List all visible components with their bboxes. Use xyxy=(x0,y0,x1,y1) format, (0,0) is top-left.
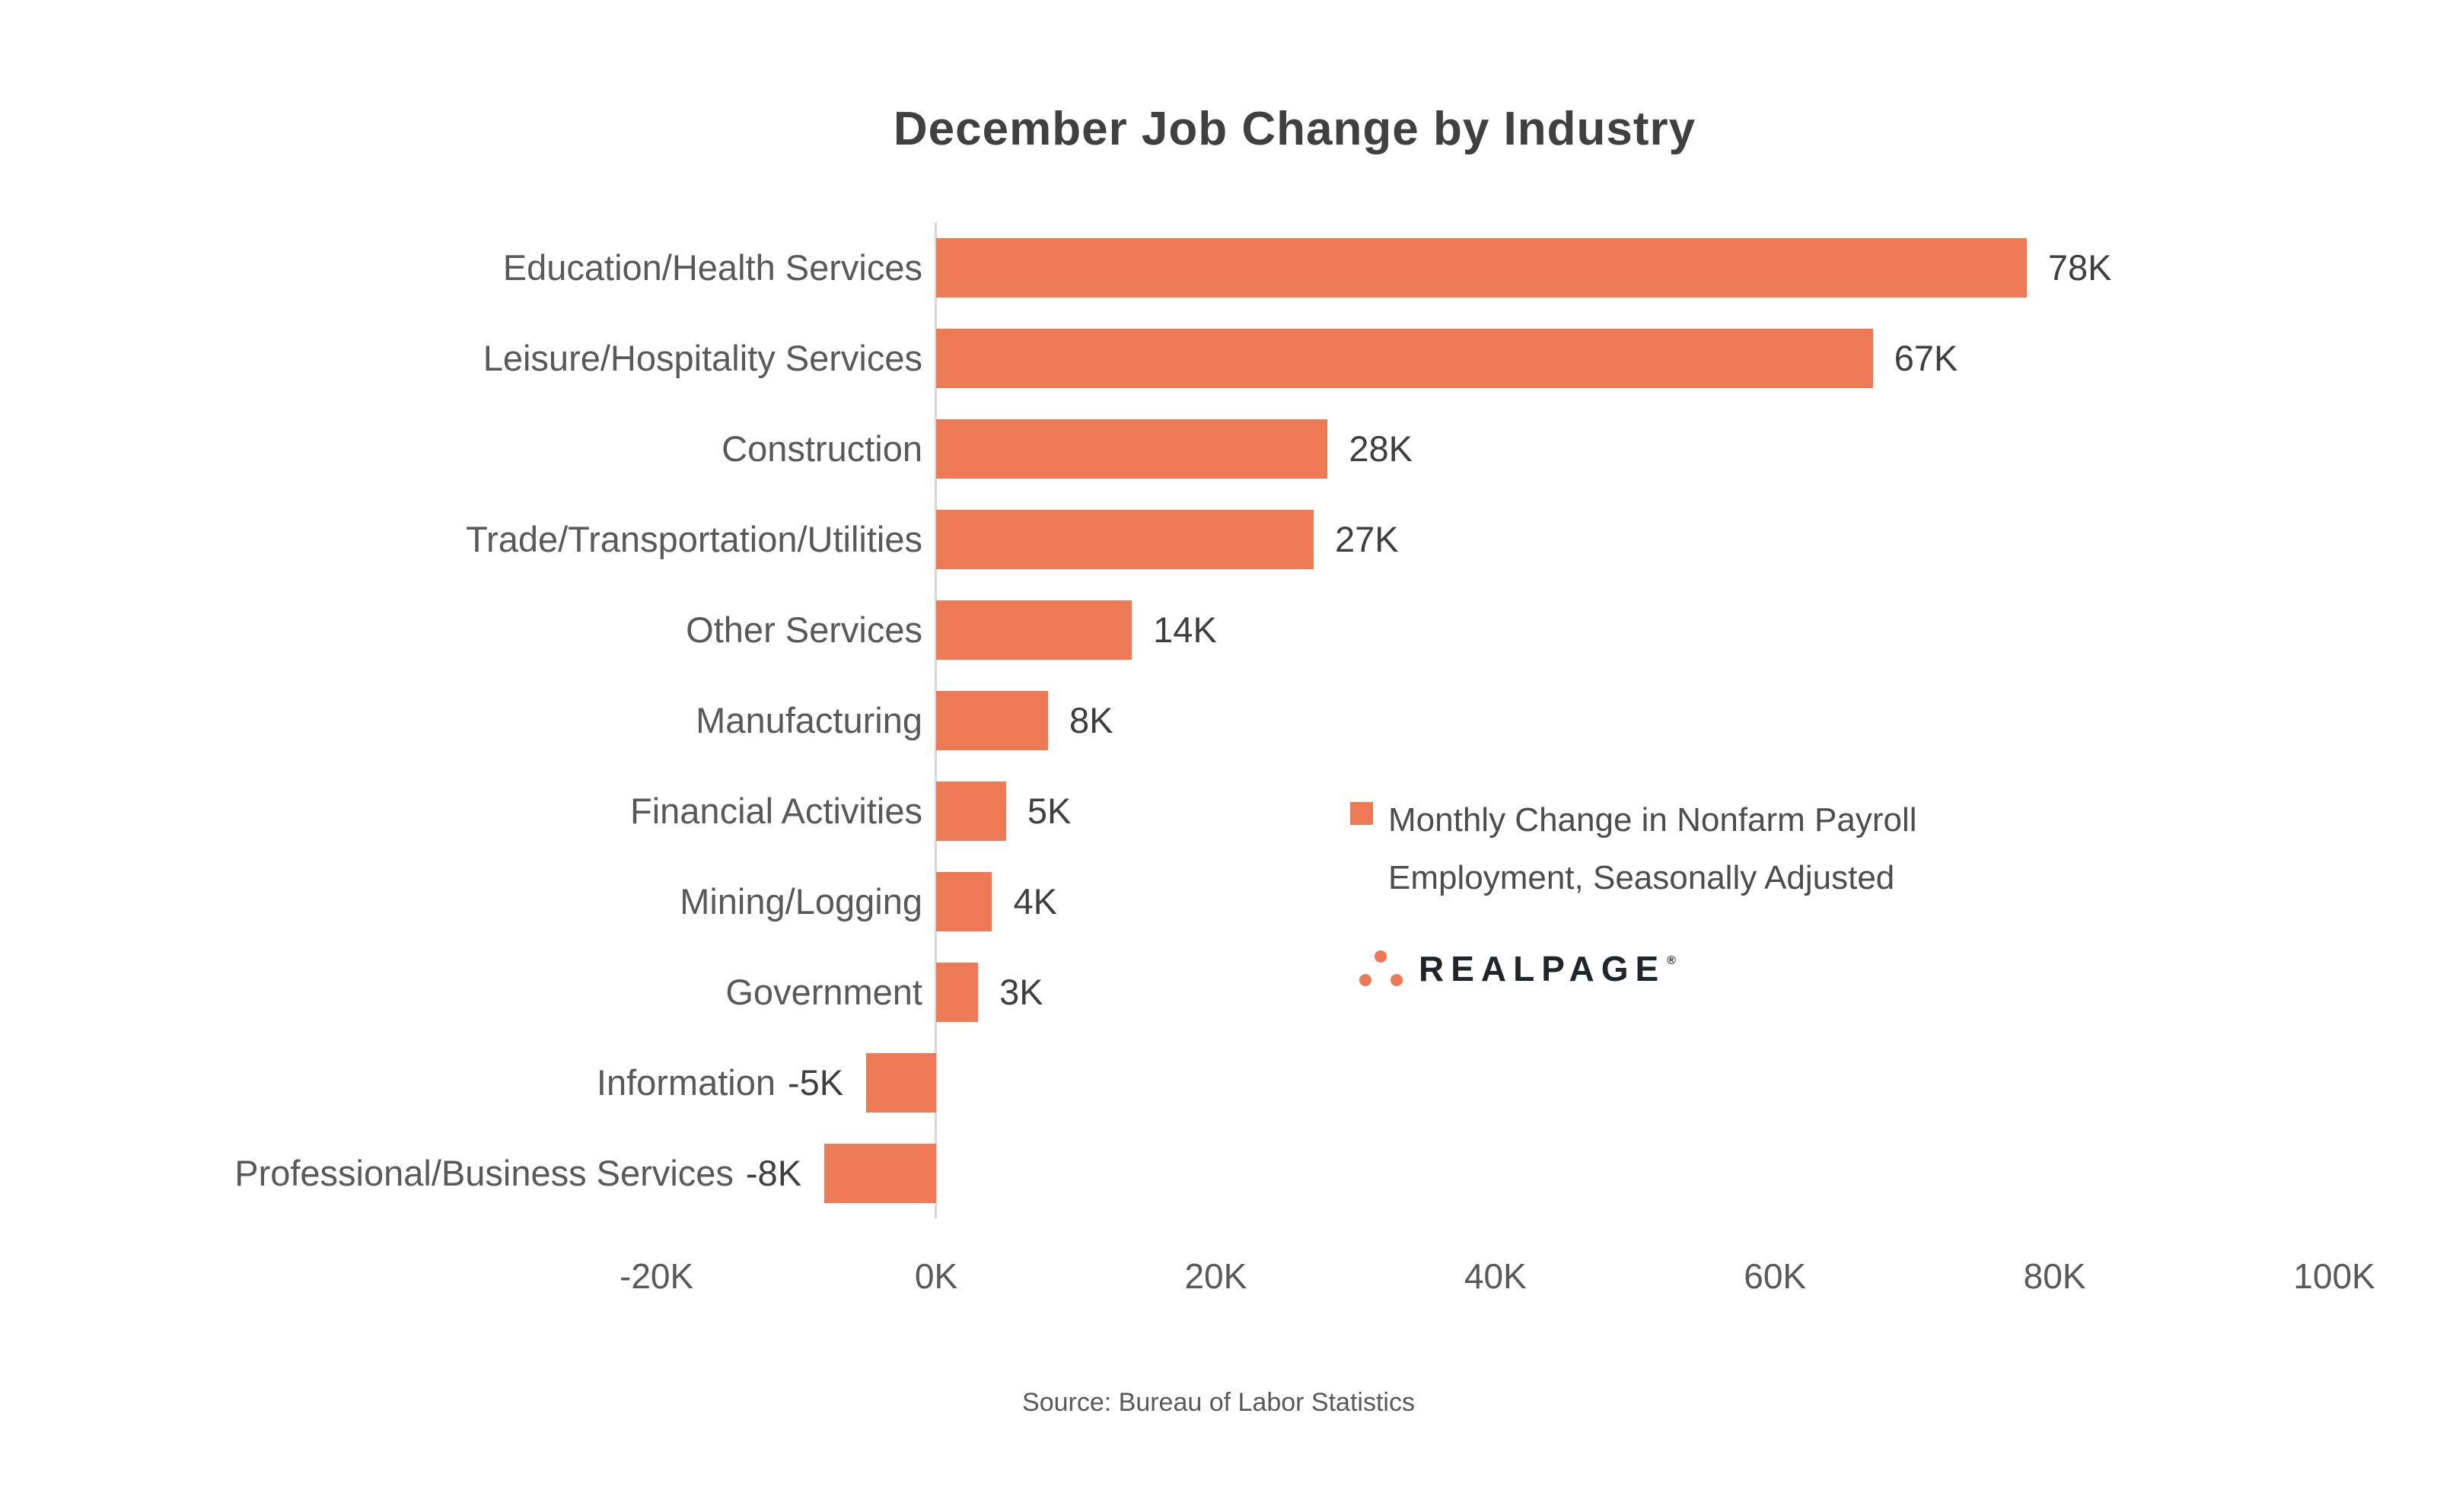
category-label: Information xyxy=(596,1062,776,1103)
bar-value-label: 5K xyxy=(1027,791,1072,831)
source-note: Source: Bureau of Labor Statistics xyxy=(1022,1388,1415,1417)
bar xyxy=(936,419,1328,479)
bar xyxy=(936,237,2027,298)
bar xyxy=(936,781,1006,841)
category-label: Financial Activities xyxy=(630,791,922,831)
bar-value-label: 14K xyxy=(1153,610,1217,650)
realpage-logo: REALPAGE ® xyxy=(1359,948,1676,989)
x-tick-label: 20K xyxy=(1184,1256,1247,1296)
bar-value-label: 27K xyxy=(1334,519,1399,559)
legend-swatch-icon xyxy=(1350,802,1373,825)
x-tick-label: -20K xyxy=(620,1256,694,1296)
realpage-logo-text: REALPAGE ® xyxy=(1419,949,1676,988)
x-tick-label: 60K xyxy=(1744,1256,1807,1296)
logo-dot-icon xyxy=(1359,974,1371,986)
x-tick-label: 0K xyxy=(914,1256,958,1296)
x-tick-label: 40K xyxy=(1464,1256,1527,1296)
realpage-dots-icon xyxy=(1359,950,1405,987)
bar-value-label: 4K xyxy=(1013,881,1057,922)
legend-label-line-2: Employment, Seasonally Adjusted xyxy=(1388,859,1895,896)
bar-value-label: 3K xyxy=(999,972,1043,1012)
category-label: Leisure/Hospitality Services xyxy=(483,338,922,378)
bar-value-label: 28K xyxy=(1349,428,1413,469)
x-tick-label: 80K xyxy=(2023,1256,2086,1296)
legend-label-line-1: Monthly Change in Nonfarm Payroll xyxy=(1388,801,1917,839)
bar-value-label: 8K xyxy=(1069,700,1113,740)
category-label: Construction xyxy=(722,428,922,469)
legend-label: Monthly Change in Nonfarm Payroll Employ… xyxy=(1388,791,1917,907)
chart-title: December Job Change by Industry xyxy=(893,103,1696,155)
bar-value-label: -5K xyxy=(788,1062,844,1103)
category-and-value-group: Information -5K xyxy=(597,1037,843,1128)
category-label: Education/Health Services xyxy=(502,247,922,288)
bar xyxy=(936,328,1873,388)
logo-dot-icon xyxy=(1375,950,1387,963)
bar xyxy=(936,962,979,1022)
bar xyxy=(936,690,1048,750)
category-label: Other Services xyxy=(686,610,922,650)
category-label: Mining/Logging xyxy=(680,881,922,922)
bar xyxy=(866,1052,936,1113)
bar-value-label: 67K xyxy=(1894,338,1958,378)
category-label: Manufacturing xyxy=(696,700,922,740)
zero-axis-line xyxy=(935,222,937,1218)
bar xyxy=(936,871,992,931)
category-label: Government xyxy=(725,972,922,1012)
category-and-value-group: Professional/Business Services -8K xyxy=(234,1128,801,1218)
bar xyxy=(824,1143,936,1203)
bar xyxy=(936,509,1314,569)
category-label: Trade/Transportation/Utilities xyxy=(466,519,922,559)
legend: Monthly Change in Nonfarm Payroll Employ… xyxy=(1350,791,1917,907)
bar xyxy=(936,600,1132,660)
registered-mark: ® xyxy=(1667,954,1676,967)
bar-value-label: -8K xyxy=(745,1153,802,1193)
logo-dot-icon xyxy=(1391,974,1403,986)
category-label: Professional/Business Services xyxy=(234,1153,734,1193)
x-tick-label: 100K xyxy=(2293,1256,2375,1296)
bar-value-label: 78K xyxy=(2047,247,2112,288)
